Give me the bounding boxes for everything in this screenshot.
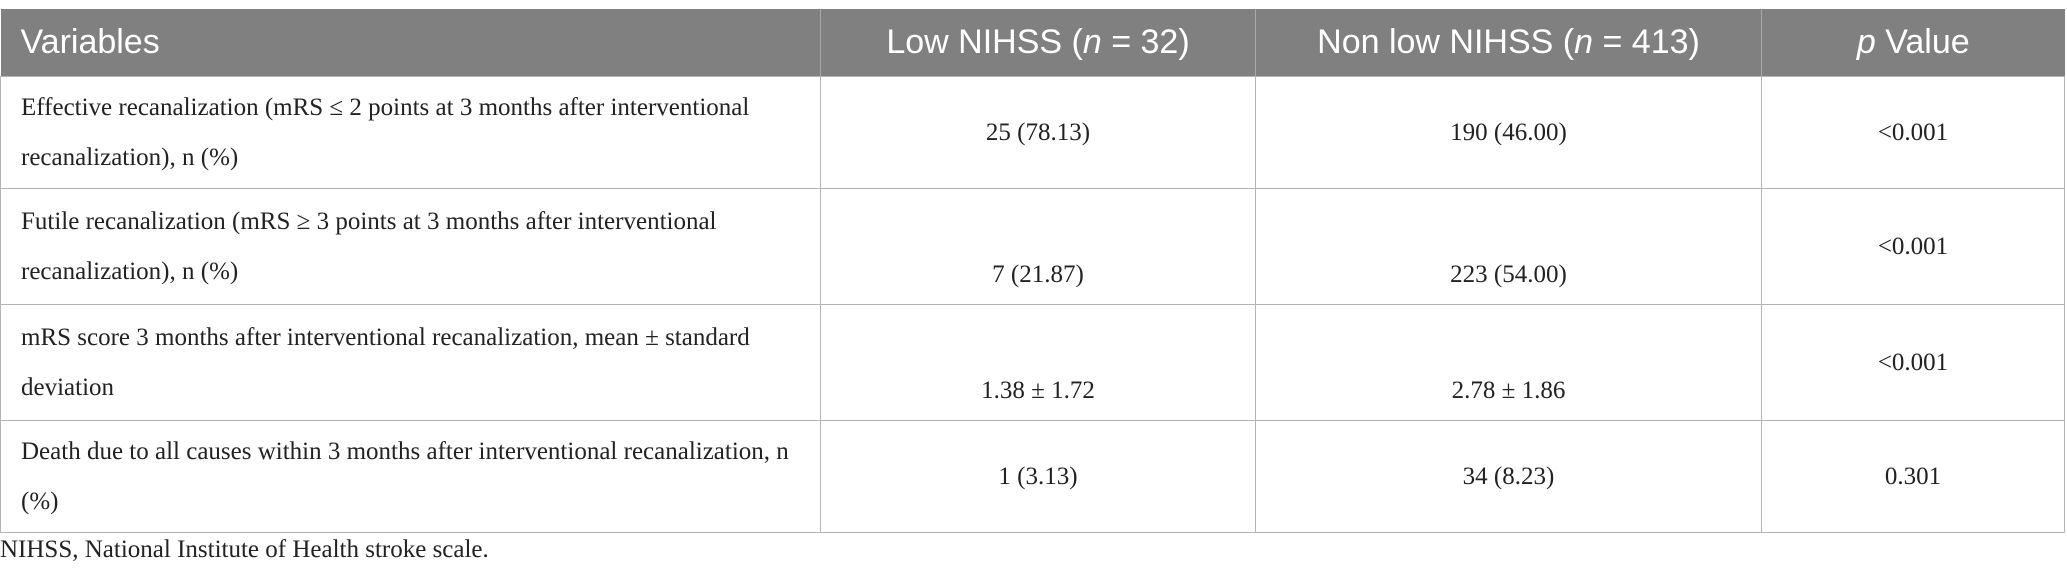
- data-table: Variables Low NIHSS (n = 32) Non low NIH…: [0, 9, 2065, 533]
- header-text: = 413): [1593, 23, 1700, 61]
- header-text: Variables: [20, 23, 160, 61]
- table-cell: 2.78 ± 1.86: [1255, 304, 1762, 421]
- header-text: = 32): [1101, 23, 1190, 61]
- table-cell: 1.38 ± 1.72: [820, 304, 1256, 421]
- header-text: p: [1856, 23, 1876, 61]
- table-cell: <0.001: [1761, 188, 2065, 305]
- header-text: n: [1082, 23, 1102, 61]
- header-cell: Non low NIHSS (n = 413): [1255, 9, 1762, 77]
- header-text: Value: [1875, 23, 1970, 61]
- table-cell: 0.301: [1761, 420, 2065, 533]
- footnote: NIHSS, National Institute of Health stro…: [0, 536, 489, 563]
- table-cell: 1 (3.13): [820, 420, 1256, 533]
- table-row: Effective recanalization (mRS ≤ 2 points…: [0, 76, 2065, 189]
- table-row: Death due to all causes within 3 months …: [0, 420, 2065, 533]
- row-label: Death due to all causes within 3 months …: [0, 420, 821, 533]
- table-row: Futile recanalization (mRS ≥ 3 points at…: [0, 188, 2065, 305]
- table-cell: <0.001: [1761, 76, 2065, 189]
- row-label: Futile recanalization (mRS ≥ 3 points at…: [0, 188, 821, 305]
- table-row: mRS score 3 months after interventional …: [0, 304, 2065, 421]
- table-cell: <0.001: [1761, 304, 2065, 421]
- table-cell: 7 (21.87): [820, 188, 1256, 305]
- row-label: Effective recanalization (mRS ≤ 2 points…: [0, 76, 821, 189]
- table-body: Effective recanalization (mRS ≤ 2 points…: [0, 76, 2065, 533]
- table-cell: 34 (8.23): [1255, 420, 1762, 533]
- header-cell: Low NIHSS (n = 32): [820, 9, 1256, 77]
- table-cell: 25 (78.13): [820, 76, 1256, 189]
- header-text: Non low NIHSS (: [1317, 23, 1575, 61]
- table-cell: 223 (54.00): [1255, 188, 1762, 305]
- header-text: n: [1574, 23, 1594, 61]
- row-label: mRS score 3 months after interventional …: [0, 304, 821, 421]
- header-cell: Variables: [0, 9, 821, 77]
- header-text: Low NIHSS (: [886, 23, 1083, 61]
- header-cell: p Value: [1761, 9, 2065, 77]
- header-row: Variables Low NIHSS (n = 32) Non low NIH…: [0, 9, 2065, 77]
- table-cell: 190 (46.00): [1255, 76, 1762, 189]
